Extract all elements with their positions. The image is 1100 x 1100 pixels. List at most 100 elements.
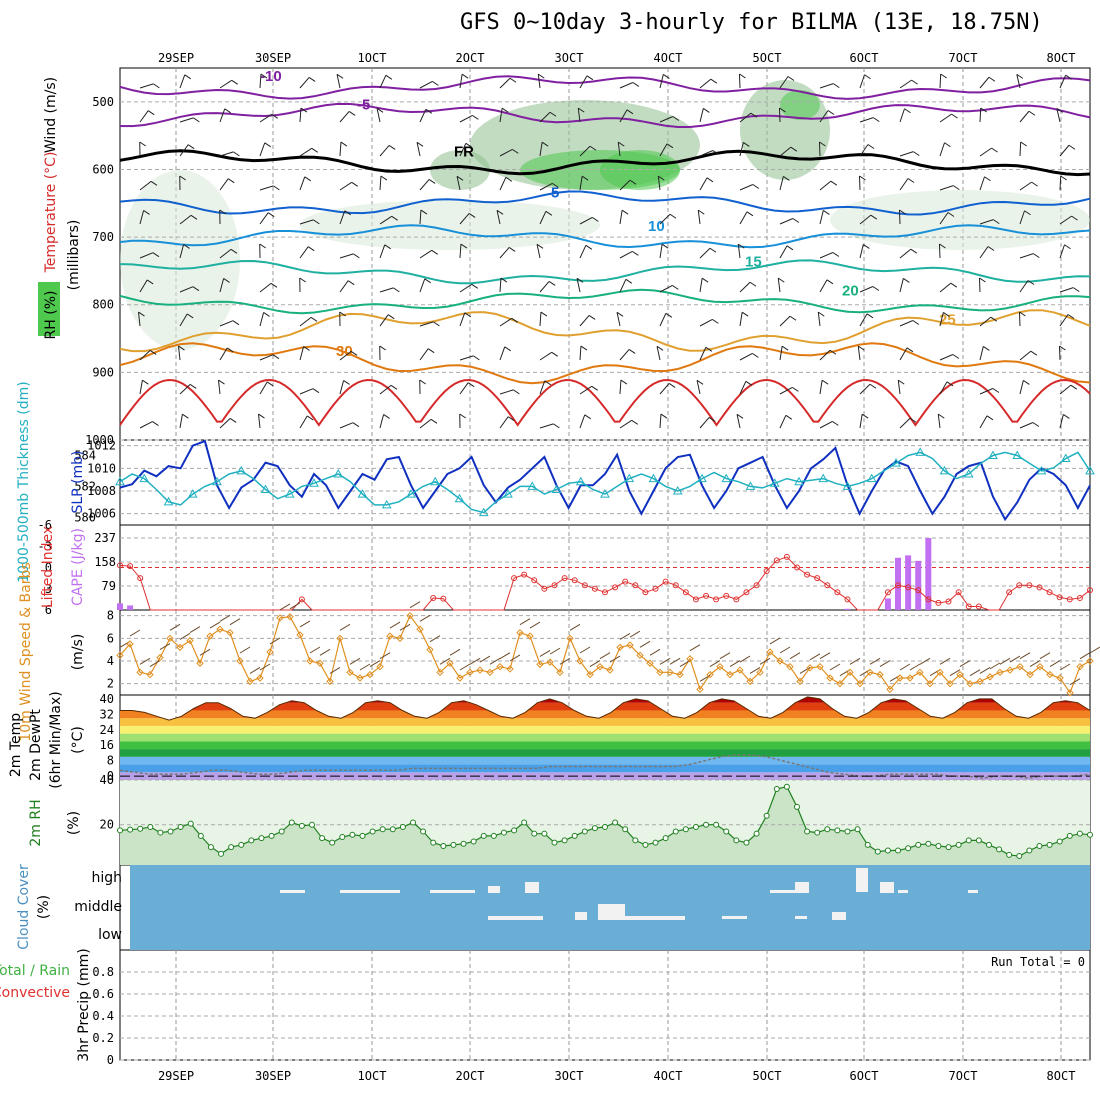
wind-barb (859, 74, 865, 89)
wind10-barb (459, 663, 471, 671)
cloud-cell (488, 916, 543, 920)
rh2m-marker (551, 839, 558, 846)
wind-barb-flag (379, 345, 386, 351)
wind-barb (699, 347, 707, 361)
wind-barb-flag (385, 74, 393, 80)
wind10-barb (759, 657, 771, 665)
rh2m-marker (561, 837, 568, 844)
rh2m-marker (591, 825, 598, 832)
cloud-cell (340, 890, 400, 893)
wind-barb (619, 210, 623, 225)
wind-barb-flag (376, 107, 384, 113)
rh2m-marker (682, 826, 689, 833)
wind-barb (299, 346, 305, 361)
lifted-tick: 6 (45, 603, 52, 617)
rh2m-marker (460, 840, 467, 847)
wind-barb-flag (591, 385, 598, 391)
lifted-marker (703, 592, 710, 599)
wind-barb-flag (1065, 74, 1072, 80)
wind-barb (699, 78, 712, 89)
label-rh2m-unit: (%) (66, 811, 82, 835)
wind10-barb (609, 655, 621, 663)
lifted-marker (561, 575, 568, 582)
rh2m-marker (632, 837, 639, 844)
wind10-barb (129, 629, 141, 637)
label-temp2m: 2m Temp (8, 713, 24, 777)
wind-barb-flag (233, 151, 240, 157)
wind-barb-flag (1071, 215, 1078, 221)
wind-barb-flag (149, 350, 157, 355)
rh2m-marker (723, 828, 730, 835)
wind-barb (938, 243, 941, 259)
wind-barb (819, 210, 824, 225)
wind-barb (299, 246, 309, 259)
lifted-marker (298, 596, 305, 603)
isotherm-label: 15 (745, 253, 762, 270)
wind10-marker (606, 666, 614, 674)
wind-barb-flag (632, 82, 640, 87)
lifted-marker (581, 582, 588, 589)
cape-bar (127, 605, 134, 610)
wind10-marker (846, 668, 854, 677)
wind10-marker (926, 679, 934, 688)
temp-band (120, 756, 1090, 765)
wind10-marker (496, 662, 504, 671)
wind-barb (339, 350, 352, 361)
rh2m-marker (157, 829, 164, 836)
cloud-level-high: high (91, 870, 122, 886)
wind-barb (299, 415, 308, 429)
wind10-barb (959, 660, 971, 668)
wind10-marker (516, 628, 524, 637)
lifted-marker (824, 582, 831, 589)
lifted-marker (632, 582, 639, 589)
wind-barb-flag (827, 110, 835, 115)
wind10-barb (639, 640, 651, 648)
lifted-marker (692, 596, 699, 603)
rh2m-marker (996, 846, 1003, 853)
wind-barb-flag (383, 414, 390, 419)
wind10-marker (636, 651, 644, 660)
wind-barb-flag (267, 212, 275, 218)
wind10-barb (549, 647, 561, 655)
wind-barb-flag (501, 107, 509, 113)
wind-barb-flag (500, 277, 508, 283)
wind-barb-flag (308, 76, 316, 82)
wind-barb (1059, 414, 1064, 429)
wind-barb (736, 414, 741, 429)
wind-barb-flag (179, 175, 186, 181)
wind10-barb (849, 657, 861, 665)
wind-barb-flag (226, 347, 234, 353)
wind10-barb (869, 657, 881, 665)
wind-barb-flag (471, 283, 478, 289)
wind10-marker (346, 668, 354, 677)
wind-barb-flag (872, 286, 880, 291)
wind-barb-flag (189, 384, 197, 389)
lifted-marker (571, 577, 578, 584)
wind-barb (937, 414, 941, 429)
wind10-barb (379, 652, 391, 660)
wind-barb (739, 312, 743, 327)
rh2m-marker (511, 827, 518, 834)
rh2m-marker (1046, 841, 1053, 848)
wind10-barb (519, 618, 531, 626)
wind-barb-flag (505, 176, 513, 182)
wind-barb-flag (906, 347, 914, 353)
wind-barb-flag (909, 417, 917, 423)
isotherm-label: 20 (842, 282, 859, 299)
isotherm-label: 10 (648, 218, 665, 235)
rh2m-marker (147, 823, 154, 830)
wind-barb-flag (311, 147, 318, 153)
wind10-barb (879, 660, 891, 668)
wind10-marker (546, 658, 554, 666)
wind-barb (179, 144, 189, 157)
wind-barb-flag (1019, 311, 1026, 317)
wind-barb-flag (628, 348, 636, 354)
wind-barb-flag (750, 112, 758, 118)
lifted-marker (602, 589, 608, 596)
label-cloud: Cloud Cover (16, 864, 32, 950)
thickness-marker (212, 476, 222, 486)
lifted-marker (884, 589, 891, 596)
thickness-marker (454, 493, 465, 503)
wind-barb-flag (745, 380, 753, 386)
wind10-marker (416, 625, 424, 633)
